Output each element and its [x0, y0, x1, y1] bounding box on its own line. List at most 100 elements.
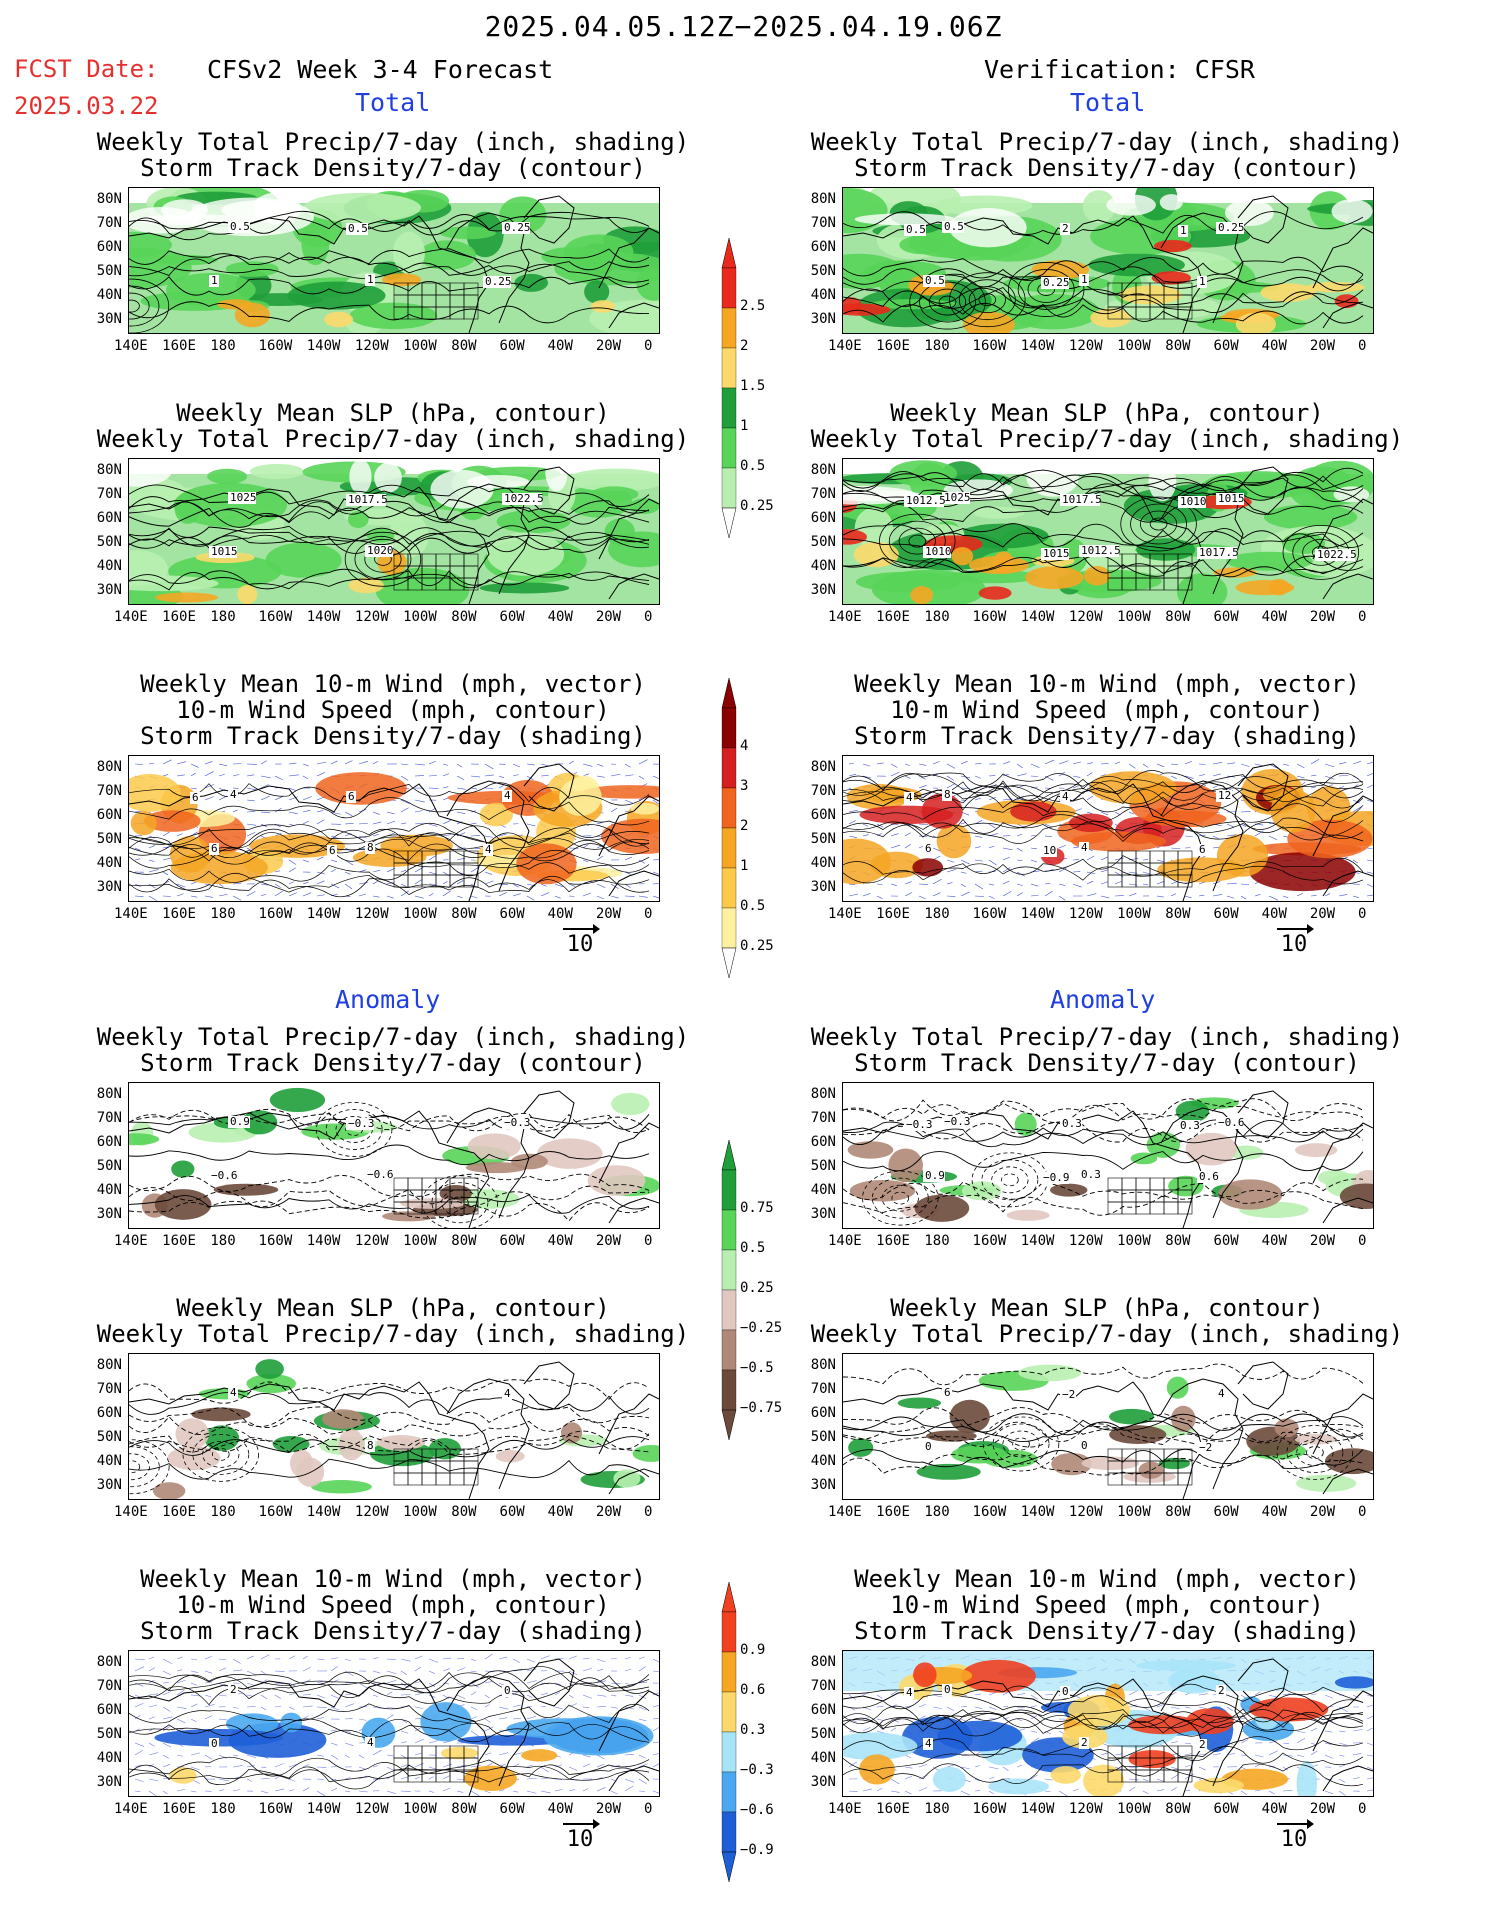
lat-tick-label: 60N: [810, 510, 836, 526]
contour-label: −0.6: [209, 1169, 238, 1182]
svg-text:4: 4: [906, 791, 913, 804]
svg-text:0.5: 0.5: [944, 220, 964, 233]
lat-tick-label: 60N: [96, 1405, 122, 1421]
lon-tick-label: 160W: [972, 1801, 1007, 1817]
contour-label: 0.25: [483, 275, 512, 288]
contour-label: 0.5: [346, 222, 368, 235]
lon-tick-label: 140W: [1020, 338, 1055, 354]
lon-tick-label: 40W: [1261, 338, 1287, 354]
lon-tick-label: 120W: [354, 609, 389, 625]
contour-label: 0.25: [1041, 276, 1070, 289]
map-field-svg: 0.5 1 0.25 1 0.5 0.25: [129, 188, 659, 333]
map-field-svg: 4 8 4: [129, 1359, 659, 1499]
fcst-date-label: FCST Date:: [14, 55, 159, 83]
lon-tick-label: 80W: [1165, 609, 1191, 625]
lon-tick-label: 40W: [1261, 906, 1287, 922]
lon-tick-label: 80W: [451, 906, 477, 922]
map-plot: 0.5 1 0.25 1 0.5 0.25: [128, 187, 660, 334]
lon-tick-label: 0: [1358, 1233, 1367, 1249]
lon-tick-label: 40W: [1261, 609, 1287, 625]
contour-label: 1010: [1178, 495, 1207, 508]
lon-tick-label: 160E: [876, 1801, 910, 1817]
colorbar-tick-label: 3: [740, 778, 749, 794]
lat-tick-label: 60N: [96, 1702, 122, 1718]
svg-text:0: 0: [211, 1737, 218, 1750]
contour-label: 6: [190, 791, 200, 804]
colorbar-tick-label: 0.5: [740, 458, 766, 474]
lon-tick-label: 120W: [354, 1504, 389, 1520]
colorbar-segment: [721, 1811, 737, 1853]
lat-tick-label: 80N: [96, 1357, 122, 1373]
lon-tick-label: 120W: [1068, 906, 1103, 922]
contour-label: −0.3: [346, 1117, 375, 1130]
lat-tick-label: 40N: [810, 1453, 836, 1469]
contour-label: 1025: [942, 491, 971, 504]
colorbar-segment: [721, 1771, 737, 1813]
lon-tick-label: 0: [644, 338, 653, 354]
lon-tick-label: 120W: [1068, 1504, 1103, 1520]
panel-title-line: Weekly Total Precip/7-day (inch, shading…: [96, 128, 690, 156]
lon-tick-label: 160E: [162, 906, 196, 922]
lon-tick-label: 20W: [1309, 906, 1336, 922]
colorbar-segment: [721, 1691, 737, 1733]
colorbar-tick-label: 0.25: [740, 498, 774, 514]
lon-tick-label: 140E: [828, 1504, 862, 1520]
map-plot: 8 4 12 6 4 6 4 10: [842, 755, 1374, 902]
lat-tick-label: 40N: [96, 1182, 122, 1198]
contour-label: 6: [1197, 843, 1207, 856]
lon-tick-label: 60W: [499, 338, 525, 354]
lon-tick-label: 160W: [258, 1233, 293, 1249]
lon-tick-label: 100W: [403, 1233, 437, 1249]
contour-label: −0.3: [502, 1116, 531, 1129]
contour-label: 0: [942, 1683, 952, 1696]
contour-label: 0.9: [228, 1115, 250, 1128]
svg-text:12: 12: [1218, 789, 1231, 802]
vector-scale-arrow: [563, 1823, 597, 1825]
lon-tick-label: 0: [644, 609, 653, 625]
lon-tick-label: 160E: [876, 338, 910, 354]
lat-tick-label: 60N: [810, 1702, 836, 1718]
svg-text:−0.9: −0.9: [1043, 1171, 1070, 1184]
contour-label: −0.6: [1216, 1116, 1245, 1129]
lon-tick-label: 40W: [547, 338, 573, 354]
lat-tick-label: 40N: [96, 855, 122, 871]
lon-tick-label: 0: [1358, 1504, 1367, 1520]
colorbar-segment: [721, 907, 737, 949]
lon-tick-label: 140E: [828, 906, 862, 922]
contour-label: 4: [502, 789, 512, 802]
svg-text:1025: 1025: [944, 491, 971, 504]
contour-label: 8: [365, 841, 375, 854]
panel-title-line: Storm Track Density/7-day (contour): [854, 154, 1360, 182]
contour-label: 2: [228, 1683, 238, 1696]
contour-label: 0: [923, 1440, 933, 1453]
svg-text:1017.5: 1017.5: [1062, 493, 1102, 506]
vector-scale-arrow: [1277, 928, 1311, 930]
lon-tick-label: 160E: [876, 906, 910, 922]
contour-label: 0.3: [1060, 1117, 1082, 1130]
vector-scale-label: 10: [1280, 1827, 1308, 1852]
colorbar-segment: [721, 427, 737, 469]
svg-text:−0.3: −0.3: [944, 1115, 971, 1128]
lon-tick-label: 100W: [403, 1801, 437, 1817]
lat-tick-label: 30N: [810, 879, 836, 895]
lat-tick-label: 80N: [96, 759, 122, 775]
lat-tick-label: 80N: [810, 1357, 836, 1373]
colorbar-segment: [721, 347, 737, 389]
svg-text:0.25: 0.25: [504, 221, 531, 234]
lon-tick-label: 100W: [1117, 1801, 1151, 1817]
svg-text:10: 10: [1043, 844, 1056, 857]
lat-tick-label: 40N: [810, 855, 836, 871]
contour-label: 6: [923, 842, 933, 855]
lon-tick-label: 60W: [499, 1504, 525, 1520]
contour-label: 1022.5: [1315, 548, 1357, 561]
colorbar-tick-label: 2.5: [740, 298, 766, 314]
contour-label: 1: [365, 273, 375, 286]
contour-label: 0: [502, 1684, 512, 1697]
panel-title-line: Weekly Mean 10-m Wind (mph, vector): [140, 670, 646, 698]
colorbar-segment: [721, 1731, 737, 1773]
lon-tick-label: 160W: [258, 338, 293, 354]
map-plot: 6 0 4 0 −2 −2: [842, 1353, 1374, 1500]
colorbar-tick-label: 0.75: [740, 1200, 774, 1216]
panel-title-line: Storm Track Density/7-day (contour): [140, 154, 646, 182]
contour-label: 0: [1060, 1685, 1070, 1698]
